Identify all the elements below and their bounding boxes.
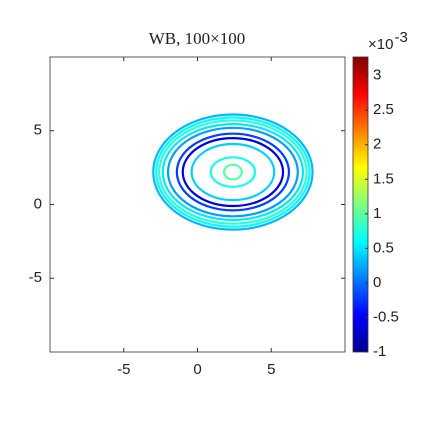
colorbar-multiplier: ×10	[368, 36, 393, 53]
contour-line	[190, 142, 276, 202]
colorbar-tick-label: 0	[373, 274, 381, 291]
colorbar-tick-label: 0.5	[373, 239, 394, 256]
contour-line	[155, 116, 311, 228]
contour-line	[152, 113, 314, 231]
colorbar-tick-label: 3	[373, 67, 381, 84]
axes-box	[49, 56, 346, 353]
colorbar-tick-label: -1	[373, 343, 386, 360]
contour-line	[175, 132, 291, 212]
y-tick-label: -5	[29, 269, 42, 286]
x-tick-label: 0	[193, 361, 201, 378]
colorbar-tick-label: -0.5	[373, 308, 399, 325]
colorbar-tick-label: 2.5	[373, 101, 394, 118]
contour-line	[158, 119, 308, 225]
colorbar-tick-label: 1.5	[373, 170, 394, 187]
contour-line	[209, 156, 257, 188]
colorbar	[352, 56, 369, 353]
x-tick-label: 5	[267, 361, 275, 378]
contour-line	[222, 163, 243, 181]
colorbar-tick-label: 2	[373, 136, 381, 153]
y-tick-label: 5	[34, 122, 42, 139]
contour-line	[161, 123, 305, 222]
y-tick-label: 0	[34, 195, 42, 212]
contour-line	[166, 126, 299, 218]
colorbar-exponent: -3	[394, 29, 407, 46]
colorbar-tick-label: 1	[373, 205, 381, 222]
chart-title: WB, 100×100	[149, 29, 245, 48]
x-tick-label: -5	[117, 361, 130, 378]
contour-line	[181, 137, 285, 208]
